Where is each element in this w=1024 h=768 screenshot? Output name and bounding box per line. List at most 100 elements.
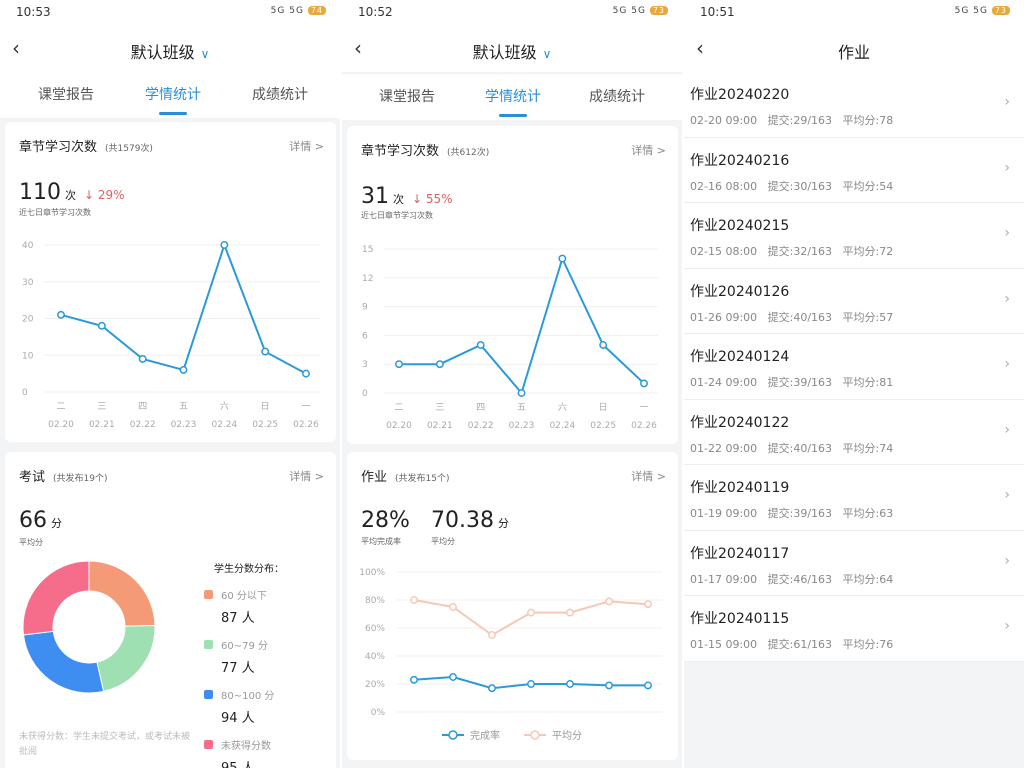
homework-list-item[interactable]: 作业20240215 02-15 08:00 提交:32/163 平均分:72 › bbox=[684, 203, 1024, 269]
value-caption: 近七日章节学习次数 bbox=[19, 208, 91, 217]
card-title: 作业 (共发布15个) bbox=[361, 466, 450, 485]
details-link[interactable]: 详情 > bbox=[289, 470, 324, 483]
legend-label: 60~79 分 bbox=[221, 641, 269, 652]
card-title: 章节学习次数 (共612次) bbox=[361, 140, 489, 159]
tabs: 课堂报告 学情统计 成绩统计 bbox=[342, 74, 682, 120]
data-point bbox=[605, 681, 613, 690]
change-indicator: ↓ 55% bbox=[412, 192, 453, 206]
exam-card: 考试 (共发布19个) 详情 > 66 分 平均分 学生分数分布： 60 分以下 87… bbox=[5, 452, 336, 768]
homework-title: 作业20240119 bbox=[690, 480, 790, 496]
value-caption: 近七日章节学习次数 bbox=[361, 211, 433, 220]
value: 70.38 bbox=[431, 508, 494, 533]
distribution-title: 学生分数分布： bbox=[214, 564, 284, 575]
data-point bbox=[644, 600, 652, 609]
legend-row: 未获得分数 bbox=[204, 734, 274, 753]
homework-list-item[interactable]: 作业20240119 01-19 09:00 提交:39/163 平均分:63 › bbox=[684, 465, 1024, 531]
chevron-right-icon: › bbox=[1004, 356, 1010, 372]
signal-icon: 5G 5G bbox=[954, 6, 988, 16]
signal-icon: 5G 5G bbox=[270, 6, 304, 16]
donut-slice bbox=[96, 625, 156, 692]
homework-meta: 01-15 09:00 提交:61/163 平均分:76 bbox=[690, 638, 894, 651]
homework-title: 作业20240126 bbox=[690, 283, 790, 300]
class-selector[interactable]: 默认班级 ∨ bbox=[0, 39, 340, 63]
y-tick-label: 3 bbox=[362, 360, 368, 370]
y-tick-label: 20 bbox=[22, 315, 34, 325]
tab-study-stats[interactable]: 学情统计 bbox=[145, 87, 201, 103]
y-tick-label: 9 bbox=[362, 303, 368, 313]
back-icon[interactable]: ‹ bbox=[12, 36, 20, 60]
data-point bbox=[302, 369, 310, 378]
back-icon[interactable]: ‹ bbox=[354, 36, 362, 60]
homework-list-item[interactable]: 作业20240124 01-24 09:00 提交:39/163 平均分:81 › bbox=[684, 334, 1024, 400]
legend-swatch bbox=[204, 740, 213, 749]
x-weekday-label: 六 bbox=[220, 400, 229, 412]
class-selector[interactable]: 默认班级 ∨ bbox=[342, 39, 682, 63]
x-tick-label: 02.24 bbox=[211, 420, 237, 430]
series-line bbox=[413, 599, 649, 637]
legend-marker bbox=[448, 730, 458, 740]
x-weekday-label: 一 bbox=[301, 402, 310, 412]
data-point bbox=[97, 321, 106, 330]
tab-grade-stats[interactable]: 成绩统计 bbox=[252, 87, 308, 103]
x-tick-label: 02.25 bbox=[252, 420, 278, 430]
status-bar: 10:51 5G 5G 73 bbox=[684, 0, 1024, 26]
chevron-right-icon: › bbox=[1004, 290, 1010, 307]
legend-count: 87 人 bbox=[221, 611, 255, 626]
homework-list-item[interactable]: 作业20240122 01-22 09:00 提交:40/163 平均分:74 › bbox=[684, 400, 1024, 465]
active-tab-indicator bbox=[499, 114, 527, 117]
homework-list-item[interactable]: 作业20240126 01-26 09:00 提交:40/163 平均分:57 › bbox=[684, 269, 1024, 334]
homework-title: 作业20240122 bbox=[690, 414, 790, 431]
homework-title: 作业20240124 bbox=[690, 349, 790, 365]
chevron-right-icon: › bbox=[1004, 618, 1010, 634]
legend-count: 77 人 bbox=[221, 661, 255, 676]
legend-item: 60~79 分 77 人 bbox=[204, 634, 274, 676]
y-tick-label: 12 bbox=[362, 274, 373, 284]
homework-list-item[interactable]: 作业20240220 02-20 09:00 提交:29/163 平均分:78 › bbox=[684, 72, 1024, 138]
homework-card: 作业 (共发布15个) 详情 > 28% 平均完成率 70.38 分 平均分 bbox=[347, 452, 678, 760]
x-weekday-label: 一 bbox=[639, 403, 648, 413]
legend-label: 60 分以下 bbox=[221, 591, 267, 602]
page-title: 默认班级 bbox=[130, 43, 195, 62]
homework-list-item[interactable]: 作业20240115 01-15 09:00 提交:61/163 平均分:76 › bbox=[684, 596, 1024, 662]
tab-study-stats[interactable]: 学情统计 bbox=[485, 89, 541, 105]
legend-row: 60~79 分 bbox=[204, 634, 274, 653]
unit: 次 bbox=[65, 189, 76, 202]
y-tick-label: 10 bbox=[22, 351, 34, 361]
card-subtitle: (共发布19个) bbox=[53, 474, 108, 484]
card-subtitle: (共1579次) bbox=[105, 144, 153, 154]
details-link[interactable]: 详情 > bbox=[289, 140, 324, 153]
data-point bbox=[488, 631, 496, 639]
homework-list-item[interactable]: 作业20240117 01-17 09:00 提交:46/163 平均分:64 › bbox=[684, 531, 1024, 596]
chevron-right-icon: › bbox=[1004, 552, 1010, 569]
y-tick-label: 0 bbox=[22, 388, 28, 398]
homework-title: 作业20240220 bbox=[690, 87, 790, 103]
study-count-card: 章节学习次数 (共612次) 详情 > 31 次 ↓ 55% 近七日章节学习次数 bbox=[347, 126, 678, 444]
y-tick-label: 20% bbox=[365, 680, 385, 690]
legend-row: 60 分以下 bbox=[204, 584, 274, 603]
data-point bbox=[179, 366, 188, 374]
legend-swatch bbox=[204, 590, 213, 599]
y-tick-label: 15 bbox=[362, 245, 373, 255]
homework-meta: 01-19 09:00 提交:39/163 平均分:63 bbox=[690, 507, 894, 520]
x-weekday-label: 六 bbox=[558, 401, 567, 413]
tab-grade-stats[interactable]: 成绩统计 bbox=[589, 89, 645, 105]
x-tick-label: 02.26 bbox=[293, 420, 319, 430]
card-title: 考试 (共发布19个) bbox=[19, 466, 108, 485]
x-weekday-label: 四 bbox=[138, 402, 147, 412]
donut-slice bbox=[88, 560, 156, 627]
data-point bbox=[57, 310, 65, 319]
tab-class-report[interactable]: 课堂报告 bbox=[38, 87, 94, 103]
legend-swatch bbox=[204, 690, 213, 699]
homework-meta: 01-24 09:00 提交:39/163 平均分:81 bbox=[690, 376, 894, 389]
data-point bbox=[449, 673, 457, 681]
back-icon[interactable]: ‹ bbox=[696, 36, 704, 60]
details-link[interactable]: 详情 > bbox=[631, 144, 666, 157]
tab-class-report[interactable]: 课堂报告 bbox=[379, 89, 435, 105]
battery-icon: 74 bbox=[307, 6, 326, 15]
study-count-chart: 0 10 20 30 40 二 02.20 三 02.21 四 02.22 五 02.23 六 02.24 日… bbox=[22, 241, 320, 694]
data-point bbox=[566, 680, 574, 688]
homework-list-item[interactable]: 作业20240216 02-16 08:00 提交:30/163 平均分:54 › bbox=[684, 138, 1024, 203]
panel-study-stats-2: 10:52 5G 5G 73 ‹ 默认班级 ∨ 课堂报告 学情统计 成绩统计 章节学习… bbox=[342, 0, 682, 768]
details-link[interactable]: 详情 > bbox=[631, 470, 666, 483]
status-time: 10:53 bbox=[16, 5, 51, 19]
